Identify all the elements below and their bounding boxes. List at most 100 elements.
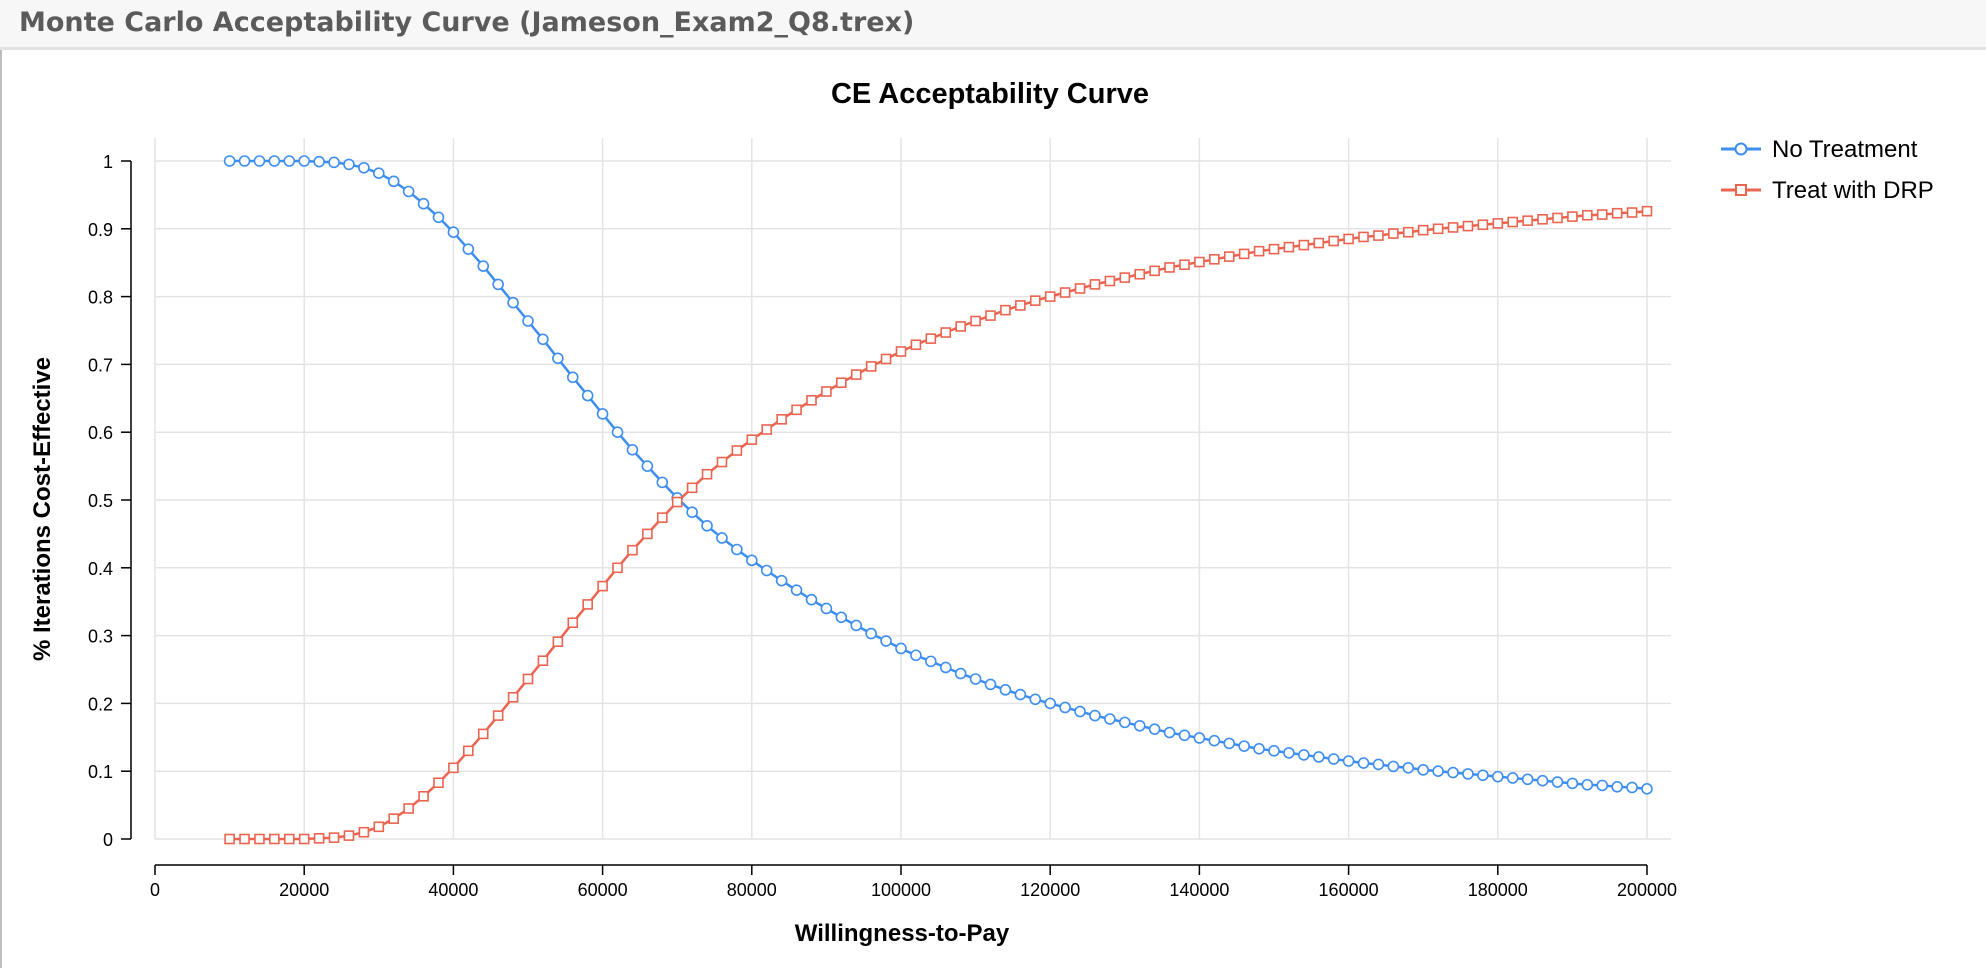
- data-point: [552, 352, 564, 365]
- x-tick-label: 20000: [279, 880, 329, 900]
- data-point: [821, 386, 832, 397]
- data-point: [790, 584, 803, 596]
- data-point: [1626, 207, 1638, 218]
- data-point: [985, 310, 996, 321]
- window-title: Monte Carlo Acceptability Curve (Jameson…: [19, 7, 915, 38]
- y-axis: 0 0.1 0.2 0.3 0.4 0.5 0.6 0.7 0.8 0.9 1: [88, 152, 132, 850]
- data-point: [880, 353, 892, 365]
- data-point: [1626, 781, 1638, 794]
- data-point: [1357, 757, 1370, 769]
- data-point: [1372, 758, 1385, 771]
- x-axis-title: Willingness-to-Pay: [795, 920, 1010, 947]
- data-point: [1283, 747, 1295, 759]
- data-point: [1596, 779, 1609, 792]
- data-point: [492, 710, 504, 721]
- data-point: [850, 369, 862, 380]
- x-tick-label: 120000: [1020, 880, 1080, 900]
- data-point: [1552, 212, 1563, 224]
- data-point: [298, 833, 310, 845]
- data-point: [745, 554, 758, 567]
- data-point: [835, 611, 848, 624]
- series-treat-with-drp: [224, 205, 1653, 845]
- data-point: [433, 777, 444, 789]
- data-point: [612, 562, 623, 574]
- data-point: [1327, 753, 1340, 765]
- data-point: [552, 636, 564, 648]
- data-point: [940, 327, 952, 338]
- data-point: [343, 830, 355, 841]
- data-point: [970, 315, 981, 327]
- legend-label: No Treatment: [1772, 136, 1918, 163]
- data-point: [1089, 709, 1101, 722]
- y-tick-label: 0.4: [88, 559, 113, 579]
- x-tick-label: 40000: [428, 880, 478, 900]
- data-point: [999, 684, 1012, 696]
- data-point: [283, 833, 295, 845]
- data-point: [1178, 729, 1191, 742]
- data-point: [1402, 226, 1414, 238]
- data-point: [805, 593, 818, 606]
- data-point: [1596, 209, 1608, 220]
- data-point: [925, 655, 937, 668]
- data-point: [1611, 780, 1623, 793]
- data-point: [1179, 259, 1190, 271]
- series-no-treatment: [223, 155, 1653, 795]
- data-point: [1193, 732, 1206, 744]
- data-point: [1328, 235, 1339, 247]
- data-point: [776, 414, 787, 425]
- data-point: [1313, 237, 1325, 249]
- data-point: [1014, 688, 1027, 701]
- data-point: [761, 424, 773, 435]
- data-point: [865, 361, 877, 372]
- legend-marker-square: [1735, 184, 1747, 196]
- data-point: [910, 649, 922, 662]
- data-point: [1373, 230, 1384, 241]
- data-point: [1447, 222, 1459, 233]
- data-point: [1477, 769, 1489, 782]
- x-tick-label: 160000: [1319, 880, 1379, 900]
- data-point: [1641, 783, 1653, 795]
- data-point: [1343, 233, 1354, 245]
- y-tick-label: 0.9: [88, 220, 113, 240]
- data-point: [1164, 262, 1175, 273]
- data-point: [566, 371, 579, 384]
- data-point: [1194, 256, 1205, 268]
- data-point: [746, 434, 758, 445]
- data-point: [1029, 693, 1042, 706]
- data-point: [1238, 740, 1250, 752]
- data-point: [1029, 295, 1041, 306]
- data-point: [268, 155, 281, 167]
- data-point: [865, 627, 877, 640]
- x-tick-label: 80000: [727, 880, 777, 900]
- legend-item: No Treatment: [1721, 136, 1918, 163]
- data-point: [626, 444, 639, 456]
- data-point: [298, 155, 311, 167]
- data-point: [642, 528, 653, 540]
- data-point: [1402, 762, 1415, 774]
- data-point: [1477, 219, 1489, 231]
- data-point: [1223, 737, 1236, 750]
- data-point: [627, 544, 638, 556]
- data-point: [969, 673, 982, 685]
- data-point: [731, 543, 743, 556]
- y-tick-label: 0.7: [88, 355, 113, 375]
- data-point: [1462, 768, 1474, 780]
- data-point: [895, 346, 907, 357]
- data-point: [1119, 272, 1131, 283]
- data-point: [1283, 241, 1295, 253]
- data-point: [463, 745, 474, 757]
- data-point: [1134, 268, 1146, 280]
- data-point: [686, 506, 698, 519]
- y-tick-label: 0.1: [88, 762, 113, 782]
- data-point: [1521, 773, 1534, 786]
- data-point: [582, 599, 593, 610]
- data-point: [1432, 765, 1444, 778]
- data-point: [1163, 726, 1176, 739]
- data-point: [1492, 770, 1504, 783]
- data-point: [701, 468, 713, 480]
- data-point: [939, 661, 952, 674]
- x-tick-label: 60000: [578, 880, 628, 900]
- data-point: [611, 426, 624, 439]
- data-point: [656, 476, 669, 489]
- y-tick-label: 0: [103, 830, 113, 850]
